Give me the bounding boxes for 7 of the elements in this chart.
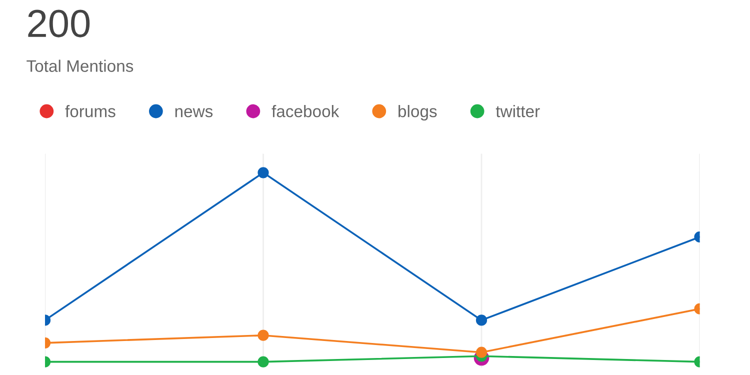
legend-label: twitter [496, 105, 540, 118]
chart-title: 200 [28, 10, 90, 38]
chart-subtitle: Total Mentions [26, 60, 134, 72]
legend-label: blogs [398, 105, 437, 121]
legend-label: facebook [272, 105, 340, 118]
legend-label: forums [65, 105, 116, 118]
legend-label: news [175, 108, 213, 118]
